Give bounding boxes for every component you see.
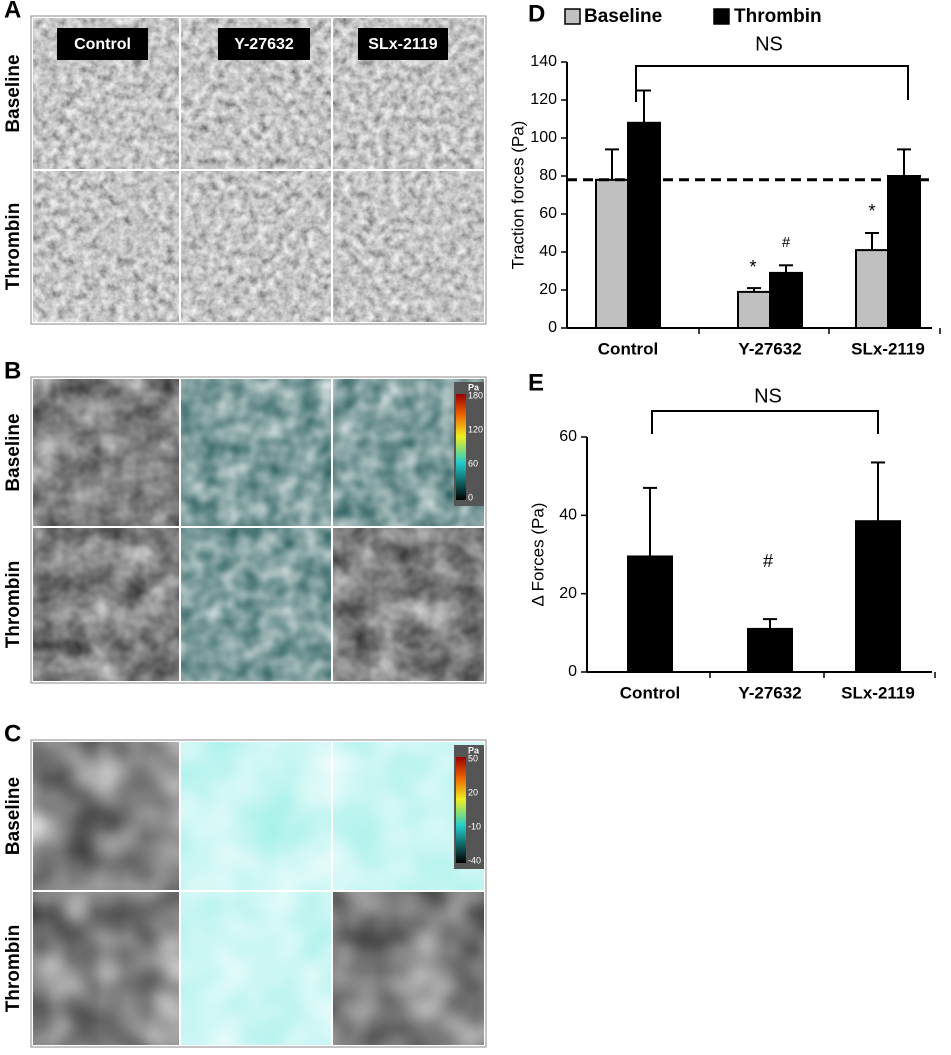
column-label: Control xyxy=(74,36,131,53)
colorbar xyxy=(456,394,466,500)
bar xyxy=(627,555,673,673)
colorbar xyxy=(456,757,466,863)
bar xyxy=(595,178,629,329)
y-tick-label: 60 xyxy=(559,428,577,445)
colorbar-tick: -10 xyxy=(468,821,481,831)
y-tick-label: 40 xyxy=(539,243,557,260)
annotation: * xyxy=(868,201,875,221)
annotation: * xyxy=(749,257,756,277)
significance-bracket xyxy=(651,410,879,434)
micrograph xyxy=(333,171,484,322)
y-tick-label: 0 xyxy=(548,319,557,336)
bar xyxy=(747,627,793,674)
x-tick-label: SLx-2119 xyxy=(851,339,925,358)
micrograph xyxy=(33,171,179,322)
legend-label: Baseline xyxy=(584,6,662,27)
row-label: Thrombin xyxy=(3,925,24,1013)
colorbar-tick: 120 xyxy=(468,424,483,434)
annotation: NS xyxy=(755,33,783,55)
annotation: # xyxy=(782,234,791,251)
y-tick-label: 140 xyxy=(530,53,557,70)
x-tick-label: Y-27632 xyxy=(738,683,801,702)
micrograph xyxy=(33,379,179,526)
colorbar-tick: 60 xyxy=(468,458,478,468)
bar xyxy=(627,121,661,329)
legend-swatch xyxy=(713,8,730,25)
panel-letter: B xyxy=(4,357,21,384)
y-axis-label: Traction forces (Pa) xyxy=(508,121,527,270)
micrograph xyxy=(333,892,484,1045)
y-tick-label: 20 xyxy=(559,585,577,602)
micrograph xyxy=(33,892,179,1045)
micrograph xyxy=(333,528,484,681)
y-tick-label: 20 xyxy=(539,281,557,298)
legend-label: Thrombin xyxy=(734,6,822,27)
y-tick-label: 120 xyxy=(530,91,557,108)
significance-bracket xyxy=(635,65,909,102)
legend-swatch xyxy=(564,8,581,25)
y-tick-label: 80 xyxy=(539,167,557,184)
colorbar-unit: Pa xyxy=(468,382,480,392)
y-tick-label: 60 xyxy=(539,205,557,222)
y-tick-label: 100 xyxy=(530,129,557,146)
colorbar-tick: -40 xyxy=(468,855,481,865)
annotation: NS xyxy=(754,385,782,407)
micrograph xyxy=(33,742,179,890)
colorbar-tick: 20 xyxy=(468,787,478,797)
bar xyxy=(887,175,921,329)
micrograph xyxy=(181,171,331,322)
x-tick-label: SLx-2119 xyxy=(841,683,915,702)
column-label: Y-27632 xyxy=(234,36,294,53)
row-label: Thrombin xyxy=(3,203,24,291)
micrograph xyxy=(181,742,331,890)
bar xyxy=(855,520,901,673)
y-tick-label: 0 xyxy=(568,663,577,680)
x-tick-label: Control xyxy=(598,339,658,358)
panel-letter: E xyxy=(528,369,544,396)
panel-letter: D xyxy=(528,0,545,27)
x-tick-label: Y-27632 xyxy=(738,339,801,358)
panel-letter: C xyxy=(4,720,21,747)
colorbar-tick: 50 xyxy=(468,753,478,763)
micrograph xyxy=(181,528,331,681)
row-label: Baseline xyxy=(3,54,24,132)
column-label-box xyxy=(358,28,448,60)
column-label: SLx-2119 xyxy=(368,36,437,53)
colorbar-unit: Pa xyxy=(468,745,480,755)
colorbar-tick: 0 xyxy=(468,492,473,502)
y-tick-label: 40 xyxy=(559,507,577,524)
bar xyxy=(737,290,771,329)
micrograph xyxy=(181,892,331,1045)
column-label-box xyxy=(218,28,310,60)
column-label-box xyxy=(57,28,148,60)
micrograph xyxy=(33,528,179,681)
y-axis-label: Δ Forces (Pa) xyxy=(528,503,547,607)
bar xyxy=(855,249,889,330)
row-label: Baseline xyxy=(3,413,24,491)
micrograph xyxy=(181,379,331,526)
panel-letter: A xyxy=(4,0,21,23)
row-label: Baseline xyxy=(3,777,24,855)
annotation: # xyxy=(763,551,773,571)
bar xyxy=(769,271,803,329)
x-tick-label: Control xyxy=(620,683,680,702)
row-label: Thrombin xyxy=(3,561,24,649)
colorbar-tick: 180 xyxy=(468,390,483,400)
